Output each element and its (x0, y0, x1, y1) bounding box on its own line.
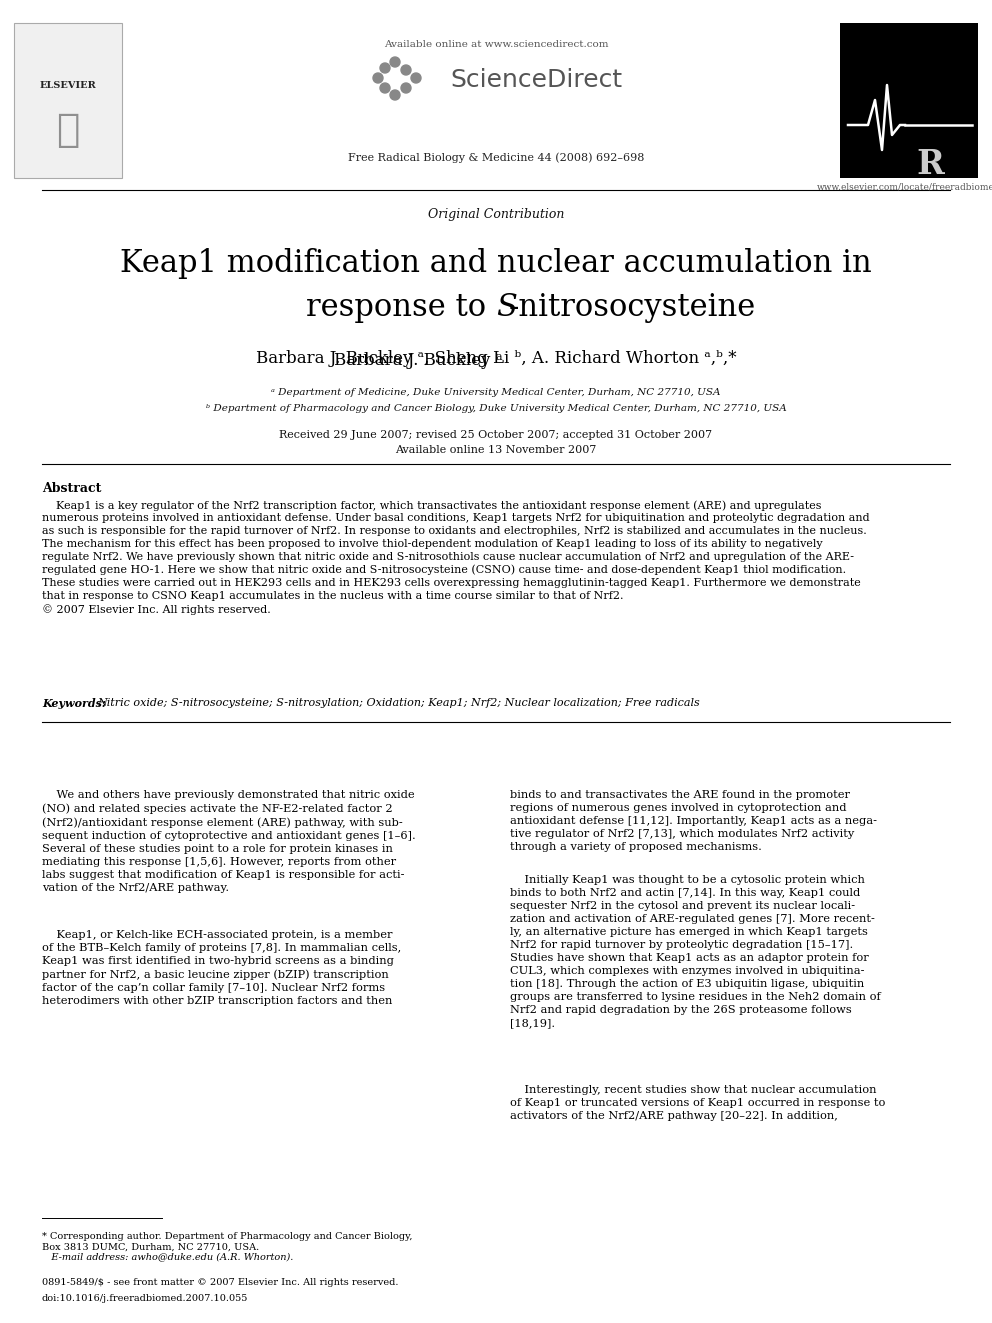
Text: www.elsevier.com/locate/freeradbiomed: www.elsevier.com/locate/freeradbiomed (817, 183, 992, 192)
Text: R: R (916, 148, 944, 181)
Text: 🌲: 🌲 (57, 111, 79, 149)
Bar (840, 22, 978, 179)
Text: ELSEVIER: ELSEVIER (40, 81, 96, 90)
Text: ᵇ Department of Pharmacology and Cancer Biology, Duke University Medical Center,: ᵇ Department of Pharmacology and Cancer … (205, 404, 787, 413)
Text: * Corresponding author. Department of Pharmacology and Cancer Biology,
Box 3813 : * Corresponding author. Department of Ph… (42, 1232, 413, 1252)
Text: S: S (496, 292, 517, 323)
Text: Keap1 is a key regulator of the Nrf2 transcription factor, which transactivates : Keap1 is a key regulator of the Nrf2 tra… (42, 500, 870, 615)
Text: Received 29 June 2007; revised 25 October 2007; accepted 31 October 2007: Received 29 June 2007; revised 25 Octobe… (280, 430, 712, 441)
Circle shape (373, 73, 383, 83)
Text: Keap1, or Kelch-like ECH-associated protein, is a member
of the BTB–Kelch family: Keap1, or Kelch-like ECH-associated prot… (42, 930, 401, 1005)
Text: Interestingly, recent studies show that nuclear accumulation
of Keap1 or truncat: Interestingly, recent studies show that … (510, 1085, 886, 1121)
Circle shape (390, 90, 400, 101)
Text: a: a (496, 352, 503, 363)
Text: E-mail address: awho@duke.edu (A.R. Whorton).: E-mail address: awho@duke.edu (A.R. Whor… (42, 1252, 294, 1261)
Text: Barbara J. Buckley: Barbara J. Buckley (334, 352, 496, 369)
Text: binds to and transactivates the ARE found in the promoter
regions of numerous ge: binds to and transactivates the ARE foun… (510, 790, 877, 852)
Text: ᵃ Department of Medicine, Duke University Medical Center, Durham, NC 27710, USA: ᵃ Department of Medicine, Duke Universit… (271, 388, 721, 397)
Text: -nitrosocysteine: -nitrosocysteine (509, 292, 756, 323)
Text: Initially Keap1 was thought to be a cytosolic protein which
binds to both Nrf2 a: Initially Keap1 was thought to be a cyto… (510, 875, 881, 1028)
Circle shape (390, 57, 400, 67)
Circle shape (380, 83, 390, 93)
Text: Nitric oxide; S-nitrosocysteine; S-nitrosylation; Oxidation; Keap1; Nrf2; Nuclea: Nitric oxide; S-nitrosocysteine; S-nitro… (97, 699, 699, 708)
Text: Keap1 modification and nuclear accumulation in: Keap1 modification and nuclear accumulat… (120, 247, 872, 279)
Circle shape (380, 64, 390, 73)
Text: We and others have previously demonstrated that nitric oxide
(NO) and related sp: We and others have previously demonstrat… (42, 790, 416, 893)
Text: ScienceDirect: ScienceDirect (450, 67, 622, 93)
Text: Barbara J. Buckley ᵃ, Sheng Li ᵇ, A. Richard Whorton ᵃ,ᵇ,*: Barbara J. Buckley ᵃ, Sheng Li ᵇ, A. Ric… (256, 351, 736, 366)
Text: Original Contribution: Original Contribution (428, 208, 564, 221)
Circle shape (401, 65, 411, 75)
Text: Keywords:: Keywords: (42, 699, 110, 709)
Text: doi:10.1016/j.freeradbiomed.2007.10.055: doi:10.1016/j.freeradbiomed.2007.10.055 (42, 1294, 248, 1303)
Text: Available online at www.sciencedirect.com: Available online at www.sciencedirect.co… (384, 40, 608, 49)
Text: Available online 13 November 2007: Available online 13 November 2007 (396, 445, 596, 455)
Text: 0891-5849/$ - see front matter © 2007 Elsevier Inc. All rights reserved.: 0891-5849/$ - see front matter © 2007 El… (42, 1278, 399, 1287)
Text: Free Radical Biology & Medicine 44 (2008) 692–698: Free Radical Biology & Medicine 44 (2008… (348, 152, 644, 163)
Text: response to: response to (307, 292, 496, 323)
Circle shape (401, 83, 411, 93)
Bar (14, 22, 122, 179)
Text: Abstract: Abstract (42, 482, 101, 495)
Circle shape (411, 73, 421, 83)
